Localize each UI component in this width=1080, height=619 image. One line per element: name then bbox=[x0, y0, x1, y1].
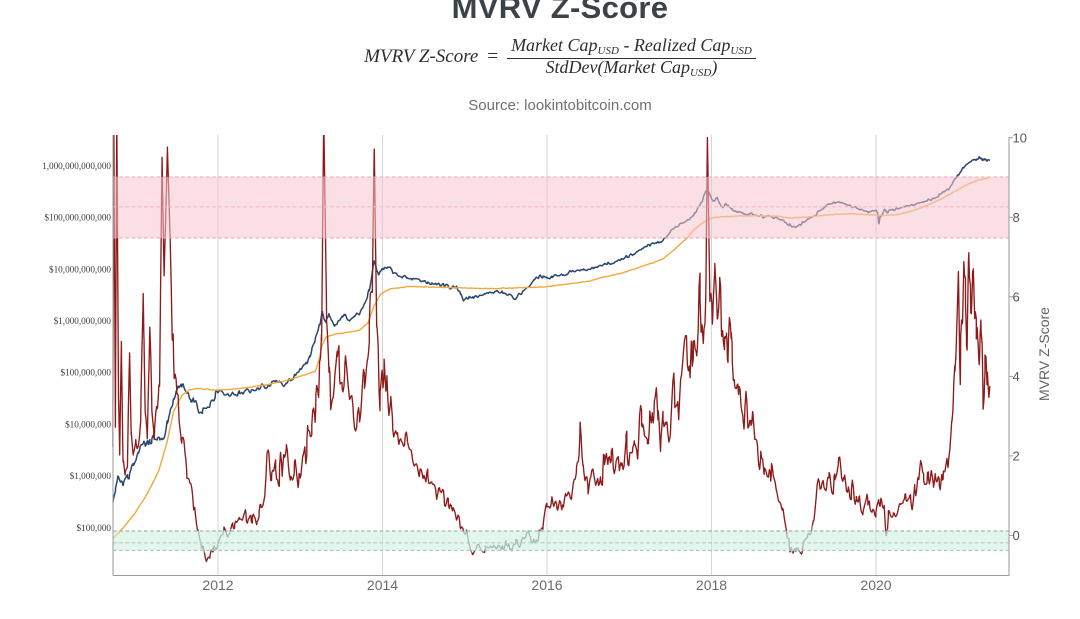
svg-text:4: 4 bbox=[1013, 369, 1020, 384]
svg-text:0: 0 bbox=[1013, 528, 1020, 543]
svg-text:$10,000,000,000: $10,000,000,000 bbox=[49, 264, 111, 274]
svg-text:$1,000,000: $1,000,000 bbox=[70, 471, 112, 481]
svg-text:6: 6 bbox=[1013, 290, 1020, 305]
svg-text:2012: 2012 bbox=[202, 577, 233, 593]
svg-text:1,000,000,000,000: 1,000,000,000,000 bbox=[42, 161, 111, 171]
svg-text:$100,000,000,000: $100,000,000,000 bbox=[44, 213, 111, 223]
svg-text:2014: 2014 bbox=[367, 577, 398, 593]
svg-text:$1,000,000,000: $1,000,000,000 bbox=[54, 316, 112, 326]
svg-text:8: 8 bbox=[1013, 210, 1020, 225]
svg-text:MVRV Z-Score: MVRV Z-Score bbox=[1036, 307, 1052, 401]
svg-text:2016: 2016 bbox=[531, 577, 562, 593]
svg-text:2018: 2018 bbox=[696, 577, 727, 593]
svg-text:$100,000: $100,000 bbox=[77, 523, 112, 533]
svg-text:$100,000,000: $100,000,000 bbox=[60, 368, 111, 378]
svg-text:2: 2 bbox=[1013, 449, 1020, 464]
svg-text:2020: 2020 bbox=[860, 577, 891, 593]
svg-text:10: 10 bbox=[1013, 131, 1027, 146]
svg-text:$10,000,000: $10,000,000 bbox=[65, 419, 111, 429]
